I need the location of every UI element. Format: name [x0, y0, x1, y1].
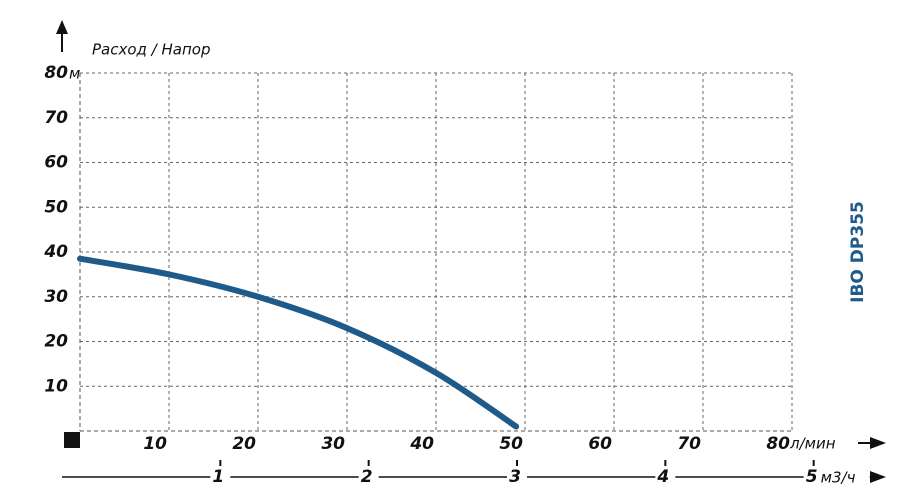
y-tick-label: 10: [44, 376, 68, 396]
x2-label-bg: [507, 467, 527, 487]
x2-unit: м3/ч: [821, 469, 856, 487]
x2-tick-label: 4: [656, 467, 669, 487]
x-tick-label: 10: [143, 434, 167, 454]
x-tick-label: 40: [409, 434, 434, 454]
x2-label-bg: [655, 467, 676, 487]
y-tick-label: 80: [44, 63, 68, 83]
side-label: IBO DP355: [848, 201, 868, 303]
x-tick-label: 60: [588, 434, 612, 454]
y-tick-label: 40: [43, 242, 68, 262]
x2-tick-label: 2: [361, 467, 373, 487]
y-tick-label: 20: [44, 332, 68, 352]
origin-marker: [64, 432, 80, 448]
x2-label-bg: [210, 467, 231, 487]
y-tick-label: 60: [44, 153, 68, 173]
y-tick-label: 70: [44, 108, 68, 128]
x2-unit-bg: [819, 467, 870, 487]
y-tick-label: 30: [44, 287, 68, 307]
x-tick-label: 80: [766, 434, 790, 454]
curve: [77, 255, 520, 430]
x2-label-bg: [803, 467, 824, 487]
x2-tick-label: 1: [212, 467, 224, 487]
y-tick-label: 50: [44, 197, 68, 217]
x-tick-label: 20: [232, 434, 256, 454]
x-tick-label: 70: [677, 434, 701, 454]
x2-tick-label: 5: [806, 467, 818, 487]
x-tick-label: 50: [499, 434, 523, 454]
chart-title: Расход / Напор: [92, 41, 210, 59]
x2-tick-label: 3: [509, 467, 521, 487]
x2-arrow-head: [870, 471, 886, 483]
y-unit: м: [69, 65, 80, 83]
x-arrow-head: [870, 437, 886, 449]
x2-label-bg: [358, 467, 379, 487]
y-arrow-head: [56, 20, 68, 34]
x-tick-label: 30: [321, 434, 345, 454]
x-unit: л/мин: [789, 435, 836, 453]
